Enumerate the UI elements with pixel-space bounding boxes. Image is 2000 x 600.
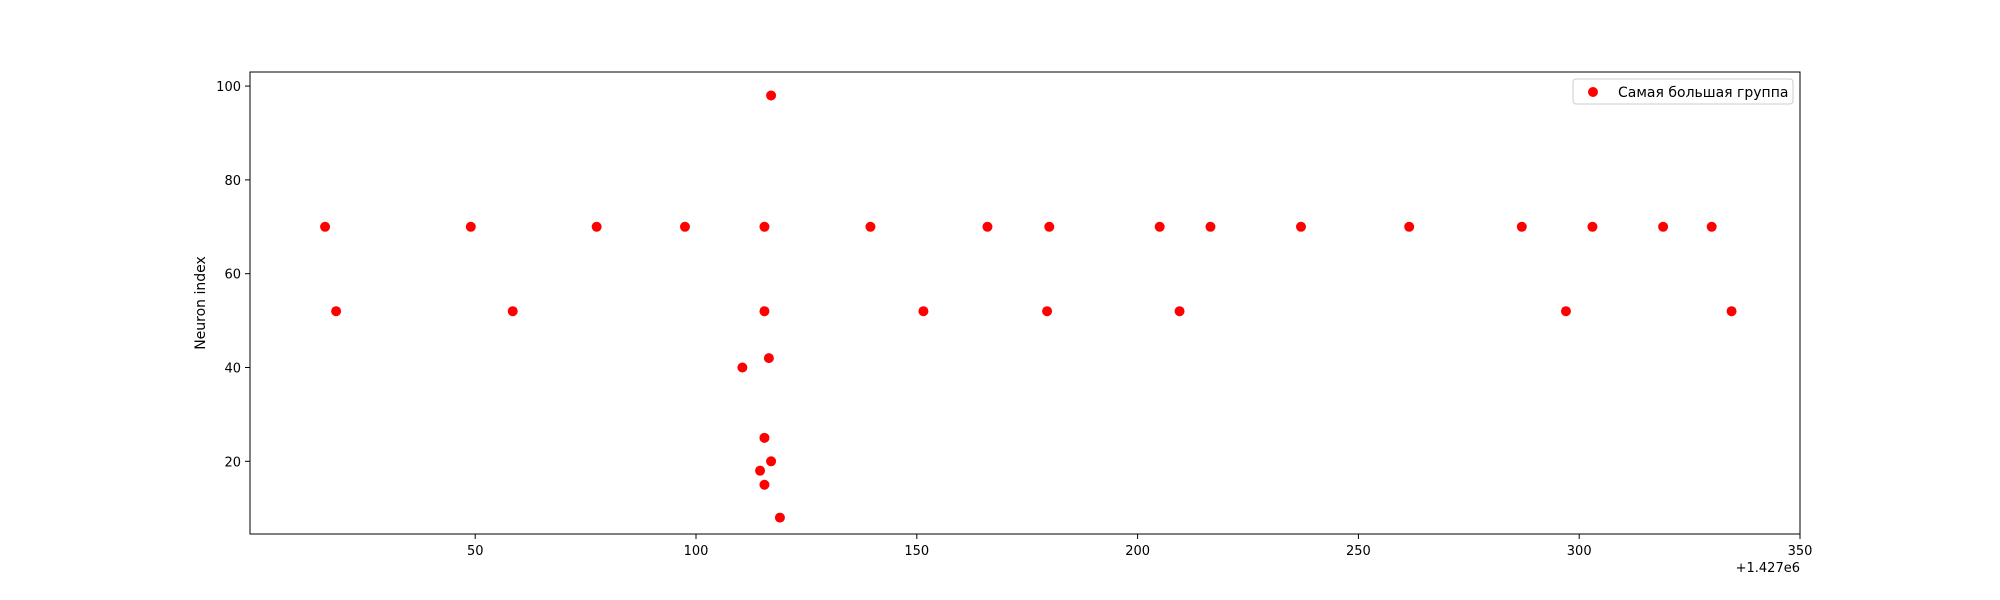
data-point bbox=[774, 512, 785, 523]
data-point bbox=[320, 221, 331, 232]
data-point bbox=[759, 306, 770, 317]
y-tick-label: 20 bbox=[224, 455, 241, 470]
legend-box bbox=[1572, 78, 1794, 105]
data-point bbox=[759, 221, 770, 232]
data-point bbox=[755, 465, 766, 476]
data-point bbox=[1516, 221, 1527, 232]
data-point bbox=[1044, 221, 1055, 232]
data-point bbox=[1042, 306, 1053, 317]
data-point bbox=[1658, 221, 1669, 232]
x-tick-label: 150 bbox=[904, 544, 929, 559]
x-tick-label: 250 bbox=[1346, 544, 1371, 559]
data-point bbox=[591, 221, 602, 232]
legend: Самая большая группа bbox=[1572, 78, 1794, 105]
y-axis-ticks: 20 40 60 80 100 bbox=[216, 80, 250, 470]
data-point bbox=[918, 306, 929, 317]
data-point bbox=[1154, 221, 1165, 232]
x-tick-label: 50 bbox=[467, 544, 484, 559]
y-tick-label: 80 bbox=[224, 174, 241, 189]
y-tick-label: 60 bbox=[224, 268, 241, 283]
x-axis-ticks: 50 100 150 200 250 300 350 bbox=[467, 534, 1812, 559]
data-point bbox=[1174, 306, 1185, 317]
data-point bbox=[1404, 221, 1415, 232]
x-tick-label: 350 bbox=[1788, 544, 1813, 559]
data-point bbox=[1205, 221, 1216, 232]
data-points bbox=[320, 90, 1737, 523]
data-point bbox=[1295, 221, 1306, 232]
legend-label: Самая большая группа bbox=[1618, 85, 1788, 101]
legend-marker bbox=[1588, 87, 1598, 97]
data-point bbox=[759, 432, 770, 443]
data-point bbox=[982, 221, 993, 232]
data-point bbox=[507, 306, 518, 317]
data-point bbox=[1587, 221, 1598, 232]
plot-area-frame bbox=[249, 71, 1801, 535]
y-axis-label: Neuron index bbox=[193, 256, 209, 350]
data-point bbox=[1726, 306, 1737, 317]
data-point bbox=[763, 353, 774, 364]
data-point bbox=[679, 221, 690, 232]
data-point bbox=[465, 221, 476, 232]
data-point bbox=[759, 479, 770, 490]
x-tick-label: 100 bbox=[684, 544, 709, 559]
data-point bbox=[331, 306, 342, 317]
y-tick-label: 100 bbox=[216, 80, 241, 95]
data-point bbox=[1706, 221, 1717, 232]
x-tick-label: 200 bbox=[1125, 544, 1150, 559]
y-tick-label: 40 bbox=[224, 361, 241, 376]
x-tick-label: 300 bbox=[1567, 544, 1592, 559]
x-axis-offset-label: +1.427e6 bbox=[1736, 561, 1800, 576]
data-point bbox=[865, 221, 876, 232]
data-point bbox=[766, 90, 777, 101]
data-point bbox=[737, 362, 748, 373]
data-point bbox=[766, 456, 777, 467]
data-point bbox=[1560, 306, 1571, 317]
